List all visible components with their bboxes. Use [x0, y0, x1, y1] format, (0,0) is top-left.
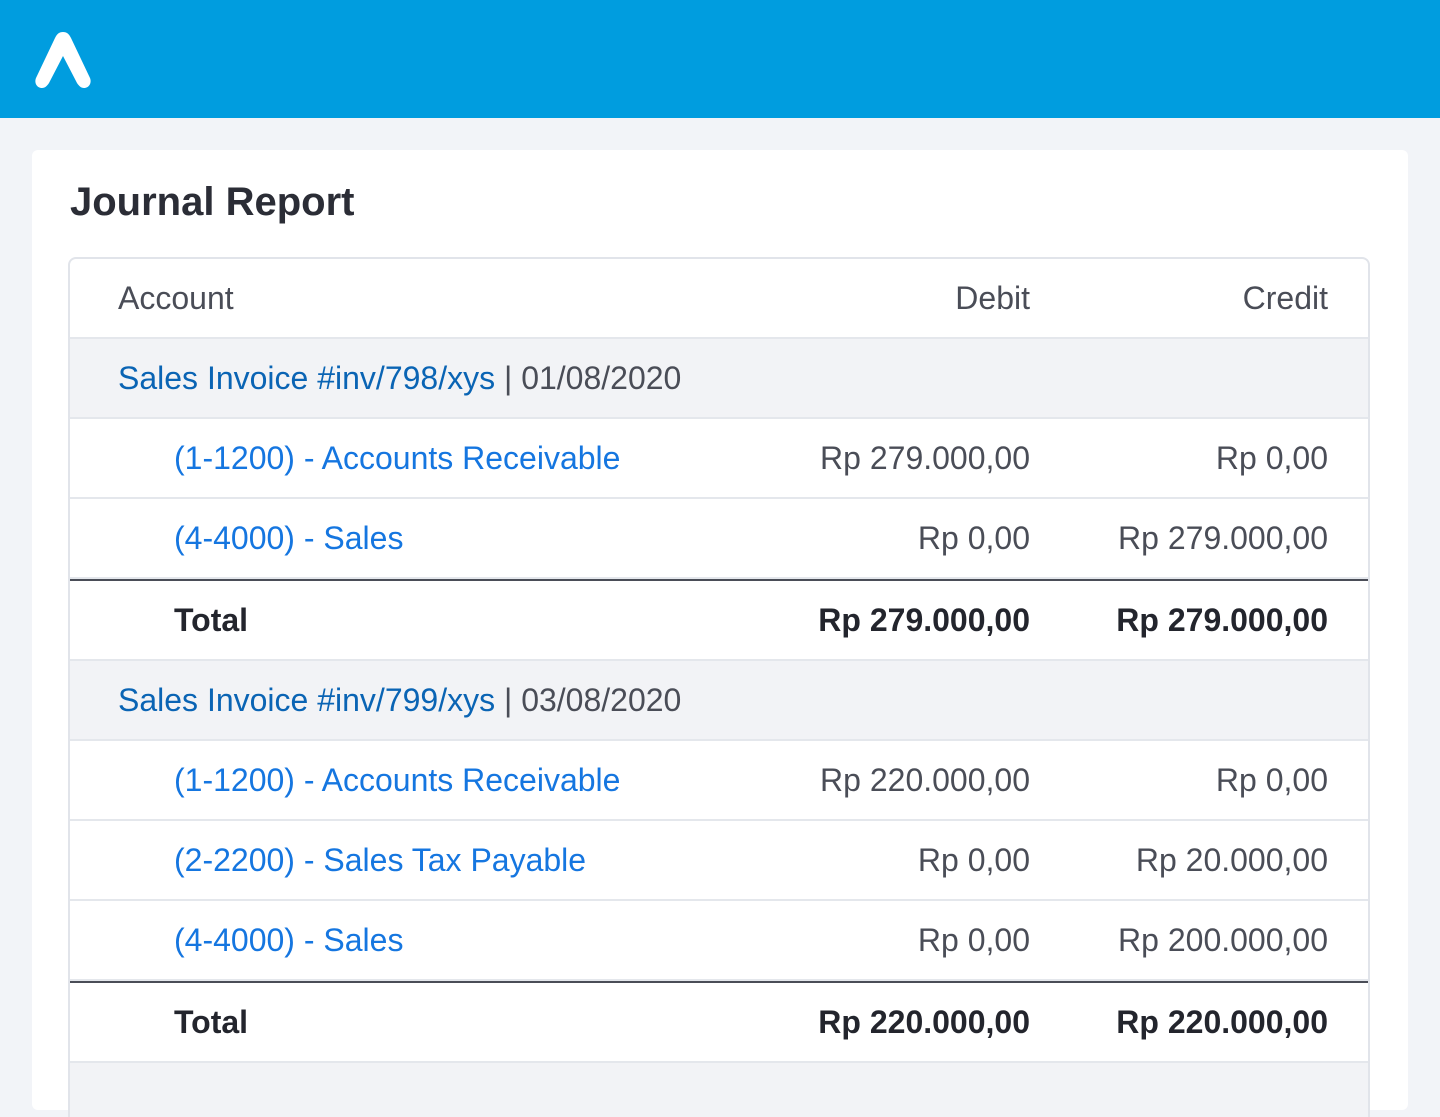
column-header-debit: Debit	[955, 280, 1030, 316]
credit-amount: Rp 279.000,00	[1118, 520, 1328, 556]
account-link[interactable]: (1-1200) - Accounts Receivable	[174, 762, 621, 798]
journal-table: Account Debit Credit Sales Invoice #inv/…	[68, 257, 1370, 1117]
table-row: (1-1200) - Accounts Receivable Rp 279.00…	[70, 419, 1368, 499]
total-credit: Rp 279.000,00	[1116, 602, 1328, 638]
group-separator: |	[503, 682, 513, 718]
credit-amount: Rp 0,00	[1215, 440, 1328, 476]
table-row: (2-2200) - Sales Tax Payable Rp 0,00 Rp …	[70, 821, 1368, 901]
account-link[interactable]: (1-1200) - Accounts Receivable	[174, 440, 621, 476]
debit-amount: Rp 0,00	[917, 520, 1030, 556]
column-header-account: Account	[118, 280, 234, 316]
table-row: (1-1200) - Accounts Receivable Rp 220.00…	[70, 741, 1368, 821]
total-debit: Rp 279.000,00	[818, 602, 1030, 638]
invoice-link[interactable]: Sales Invoice #inv/798/xys	[118, 360, 496, 396]
credit-amount: Rp 20.000,00	[1135, 842, 1328, 878]
account-link[interactable]: (2-2200) - Sales Tax Payable	[174, 842, 587, 878]
total-row: Total Rp 279.000,00 Rp 279.000,00	[70, 579, 1368, 661]
table-row: (4-4000) - Sales Rp 0,00 Rp 200.000,00	[70, 901, 1368, 981]
total-row: Total Rp 220.000,00 Rp 220.000,00	[70, 981, 1368, 1063]
next-group-header	[70, 1063, 1368, 1117]
total-label: Total	[174, 602, 249, 638]
table-row: (4-4000) - Sales Rp 0,00 Rp 279.000,00	[70, 499, 1368, 579]
page-title: Journal Report	[70, 180, 355, 224]
app-logo-icon[interactable]	[30, 26, 96, 92]
journal-group-header: Sales Invoice #inv/799/xys | 03/08/2020	[70, 661, 1368, 741]
group-separator: |	[503, 360, 513, 396]
debit-amount: Rp 220.000,00	[820, 762, 1030, 798]
table-header-row: Account Debit Credit	[70, 259, 1368, 339]
account-link[interactable]: (4-4000) - Sales	[174, 520, 404, 556]
journal-group-header: Sales Invoice #inv/798/xys | 01/08/2020	[70, 339, 1368, 419]
top-navigation-bar	[0, 0, 1440, 118]
credit-amount: Rp 0,00	[1215, 762, 1328, 798]
debit-amount: Rp 0,00	[917, 922, 1030, 958]
column-header-credit: Credit	[1242, 280, 1328, 316]
debit-amount: Rp 279.000,00	[820, 440, 1030, 476]
total-debit: Rp 220.000,00	[818, 1004, 1030, 1040]
debit-amount: Rp 0,00	[917, 842, 1030, 878]
account-link[interactable]: (4-4000) - Sales	[174, 922, 404, 958]
invoice-date: 01/08/2020	[521, 360, 682, 396]
total-label: Total	[174, 1004, 249, 1040]
journal-report-card: Journal Report Account Debit Credit Sale…	[32, 150, 1408, 1117]
credit-amount: Rp 200.000,00	[1118, 922, 1328, 958]
total-credit: Rp 220.000,00	[1116, 1004, 1328, 1040]
invoice-date: 03/08/2020	[521, 682, 682, 718]
invoice-link[interactable]: Sales Invoice #inv/799/xys	[118, 682, 496, 718]
